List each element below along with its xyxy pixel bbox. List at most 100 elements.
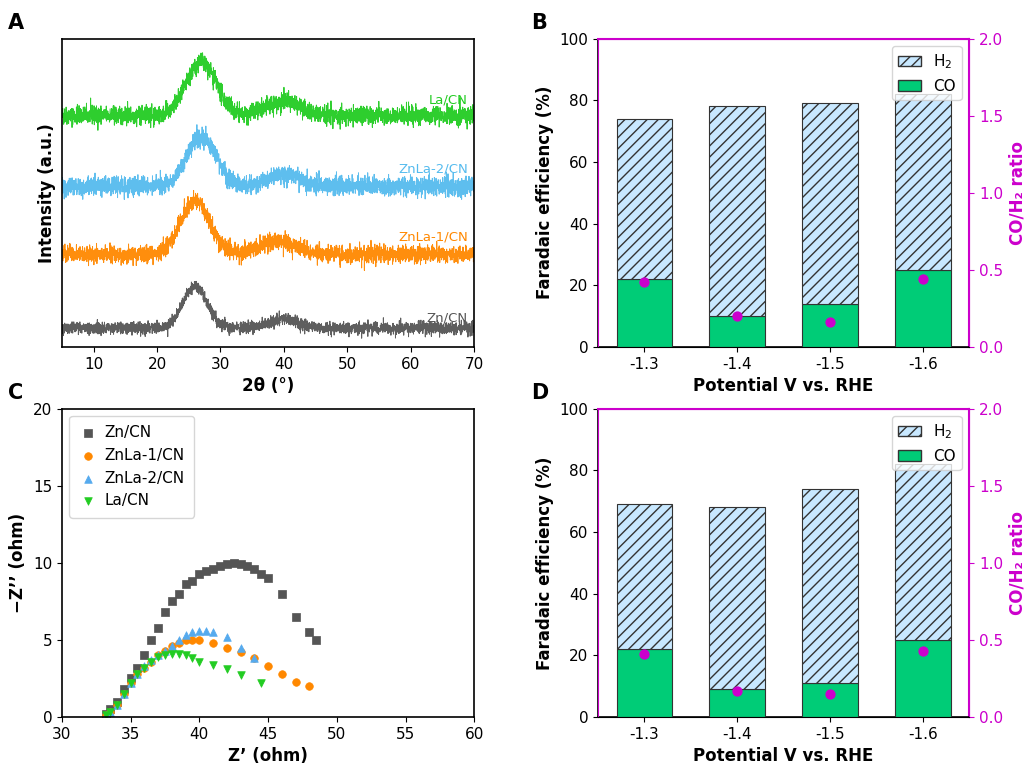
Legend: H$_2$, CO: H$_2$, CO <box>892 46 962 99</box>
ZnLa-2/CN <box>123 677 139 689</box>
Zn/CN <box>308 634 325 646</box>
Point <box>636 648 653 660</box>
ZnLa-1/CN <box>157 645 173 657</box>
ZnLa-1/CN <box>164 640 180 652</box>
Text: A: A <box>8 13 25 33</box>
ZnLa-2/CN <box>232 641 248 654</box>
ZnLa-1/CN <box>149 649 166 662</box>
Bar <box>895 464 951 640</box>
Zn/CN <box>149 621 166 634</box>
Zn/CN <box>115 683 132 695</box>
ZnLa-2/CN <box>164 640 180 652</box>
ZnLa-2/CN <box>170 634 187 646</box>
ZnLa-1/CN <box>288 675 304 688</box>
Point <box>914 273 931 285</box>
La/CN <box>205 658 222 671</box>
ZnLa-1/CN <box>102 706 119 719</box>
Y-axis label: Intensity (a.u.): Intensity (a.u.) <box>38 123 57 263</box>
La/CN <box>115 688 132 700</box>
Zn/CN <box>108 695 125 708</box>
La/CN <box>123 677 139 689</box>
Point <box>729 310 745 322</box>
ZnLa-2/CN <box>102 706 119 719</box>
Zn/CN <box>102 703 119 715</box>
X-axis label: 2θ (°): 2θ (°) <box>242 377 294 396</box>
Zn/CN <box>253 567 269 580</box>
ZnLa-2/CN <box>136 660 153 672</box>
Text: ZnLa-2/CN: ZnLa-2/CN <box>398 162 468 175</box>
Bar <box>709 689 765 717</box>
Bar <box>617 649 672 717</box>
Zn/CN <box>157 606 173 618</box>
ZnLa-2/CN <box>198 625 214 637</box>
ZnLa-1/CN <box>177 634 194 646</box>
ZnLa-1/CN <box>232 646 248 658</box>
Zn/CN <box>288 611 304 623</box>
ZnLa-1/CN <box>246 652 263 665</box>
Zn/CN <box>226 557 242 569</box>
Zn/CN <box>143 634 160 646</box>
La/CN <box>102 706 119 719</box>
Zn/CN <box>170 588 187 600</box>
ZnLa-1/CN <box>205 637 222 649</box>
Zn/CN <box>219 558 235 571</box>
Legend: Zn/CN, ZnLa-1/CN, ZnLa-2/CN, La/CN: Zn/CN, ZnLa-1/CN, ZnLa-2/CN, La/CN <box>69 416 194 517</box>
Zn/CN <box>260 572 276 584</box>
ZnLa-2/CN <box>157 645 173 657</box>
Legend: H$_2$, CO: H$_2$, CO <box>892 416 962 470</box>
ZnLa-1/CN <box>273 668 290 680</box>
Text: D: D <box>531 383 548 403</box>
ZnLa-1/CN <box>129 668 145 680</box>
Point <box>636 276 653 288</box>
ZnLa-2/CN <box>177 629 194 641</box>
Y-axis label: Faradaic efficiency (%): Faradaic efficiency (%) <box>536 456 554 669</box>
X-axis label: Z’ (ohm): Z’ (ohm) <box>228 747 308 766</box>
Y-axis label: Faradaic efficiency (%): Faradaic efficiency (%) <box>536 86 554 299</box>
Text: La/CN: La/CN <box>429 94 468 107</box>
Bar <box>802 683 858 717</box>
La/CN <box>157 649 173 662</box>
ZnLa-1/CN <box>191 634 207 646</box>
ZnLa-1/CN <box>123 677 139 689</box>
La/CN <box>170 648 187 660</box>
Zn/CN <box>239 560 256 572</box>
Zn/CN <box>273 588 290 600</box>
Zn/CN <box>301 626 318 638</box>
La/CN <box>129 668 145 680</box>
ZnLa-1/CN <box>301 680 318 692</box>
Bar <box>802 489 858 683</box>
Text: Zn/CN: Zn/CN <box>427 311 468 325</box>
Y-axis label: CO/H₂ ratio: CO/H₂ ratio <box>1008 141 1027 244</box>
Zn/CN <box>211 560 228 572</box>
ZnLa-2/CN <box>191 625 207 637</box>
ZnLa-1/CN <box>185 634 201 646</box>
ZnLa-1/CN <box>170 637 187 649</box>
La/CN <box>253 677 269 689</box>
ZnLa-2/CN <box>246 652 263 665</box>
ZnLa-2/CN <box>115 688 132 700</box>
ZnLa-2/CN <box>149 649 166 662</box>
ZnLa-2/CN <box>205 626 222 638</box>
Zn/CN <box>246 563 263 575</box>
Text: ZnLa-1/CN: ZnLa-1/CN <box>398 231 468 244</box>
X-axis label: Potential V vs. RHE: Potential V vs. RHE <box>694 377 873 396</box>
La/CN <box>177 649 194 662</box>
Point <box>822 316 838 328</box>
Zn/CN <box>185 575 201 588</box>
ZnLa-1/CN <box>108 699 125 711</box>
Zn/CN <box>129 662 145 674</box>
ZnLa-1/CN <box>260 660 276 672</box>
Bar <box>895 94 951 270</box>
La/CN <box>136 662 153 674</box>
Bar <box>709 507 765 689</box>
Bar <box>617 504 672 649</box>
Bar <box>709 106 765 316</box>
La/CN <box>219 663 235 675</box>
ZnLa-1/CN <box>98 709 114 722</box>
Point <box>729 685 745 697</box>
ZnLa-1/CN <box>143 655 160 668</box>
Zn/CN <box>164 595 180 608</box>
Bar <box>802 103 858 304</box>
Zn/CN <box>232 558 248 571</box>
ZnLa-2/CN <box>129 668 145 680</box>
